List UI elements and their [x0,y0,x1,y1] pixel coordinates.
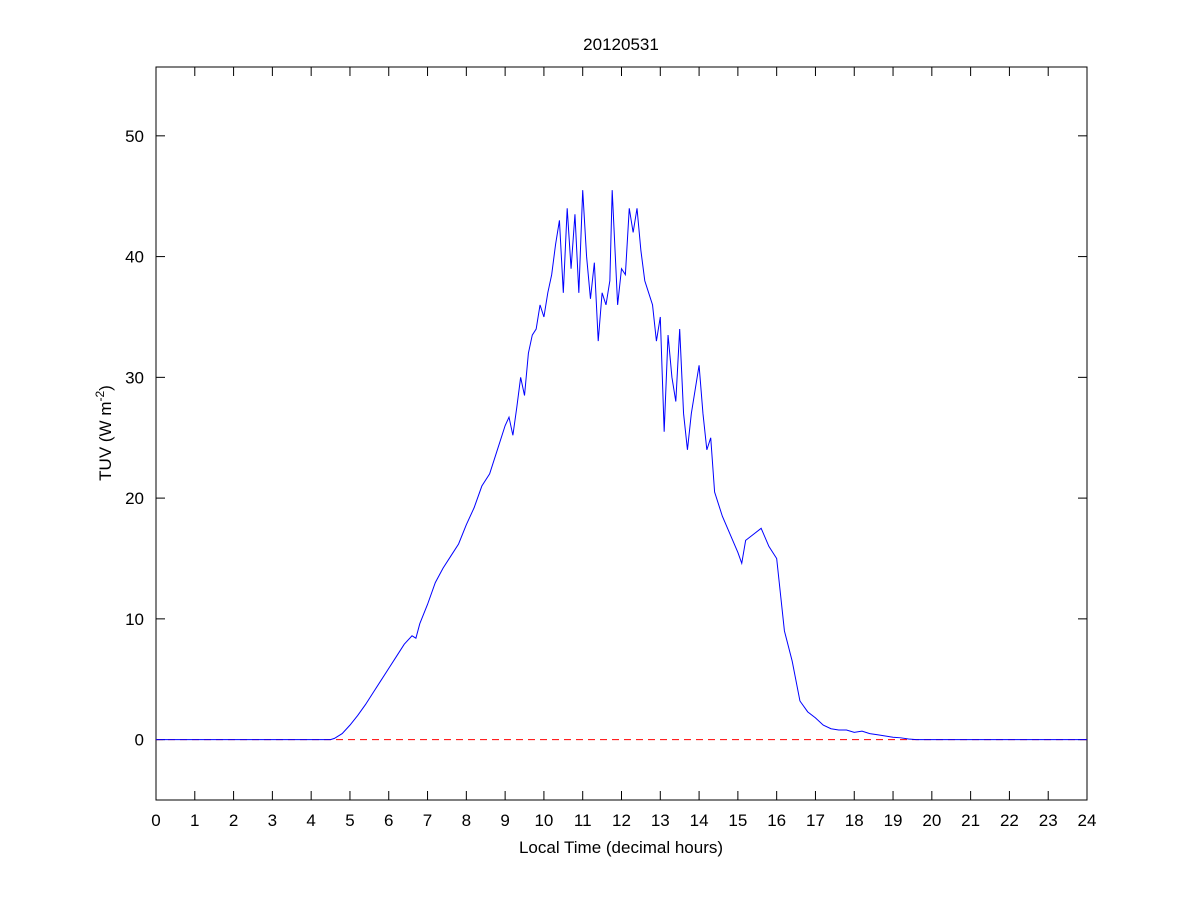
y-tick-label: 0 [135,731,144,750]
x-tick-label: 6 [384,811,393,830]
x-tick-label: 16 [767,811,786,830]
x-tick-label: 9 [500,811,509,830]
x-tick-label: 8 [462,811,471,830]
x-tick-label: 21 [961,811,980,830]
x-tick-label: 7 [423,811,432,830]
chart-title: 20120531 [583,35,659,54]
x-tick-label: 3 [268,811,277,830]
x-tick-label: 22 [1000,811,1019,830]
x-tick-label: 4 [306,811,315,830]
x-tick-label: 13 [651,811,670,830]
x-tick-label: 14 [690,811,709,830]
y-tick-label: 30 [125,368,144,387]
x-tick-label: 2 [229,811,238,830]
x-tick-label: 10 [534,811,553,830]
y-axis-label-text: TUV (W m [96,402,115,481]
y-tick-label: 40 [125,248,144,267]
x-tick-label: 0 [151,811,160,830]
plot-area [155,66,1088,801]
x-tick-label: 11 [574,811,592,830]
x-tick-label: 20 [922,811,941,830]
x-tick-label: 18 [845,811,864,830]
x-tick-label: 15 [728,811,747,830]
data-line [156,190,1087,741]
x-tick-label: 24 [1078,811,1097,830]
x-tick-label: 12 [612,811,631,830]
y-tick-label: 10 [125,610,144,629]
y-axis-label-suffix: ) [96,385,115,391]
x-tick-label: 5 [345,811,354,830]
x-tick-label: 1 [190,811,199,830]
y-tick-label: 50 [125,127,144,146]
x-axis-label: Local Time (decimal hours) [519,838,723,857]
x-tick-label: 17 [806,811,825,830]
y-axis-label-superscript: -2 [93,391,107,402]
x-tick-label: 19 [884,811,903,830]
x-tick-label: 23 [1039,811,1058,830]
y-axis-label: TUV (W m-2) [93,385,115,481]
y-tick-label: 20 [125,489,144,508]
